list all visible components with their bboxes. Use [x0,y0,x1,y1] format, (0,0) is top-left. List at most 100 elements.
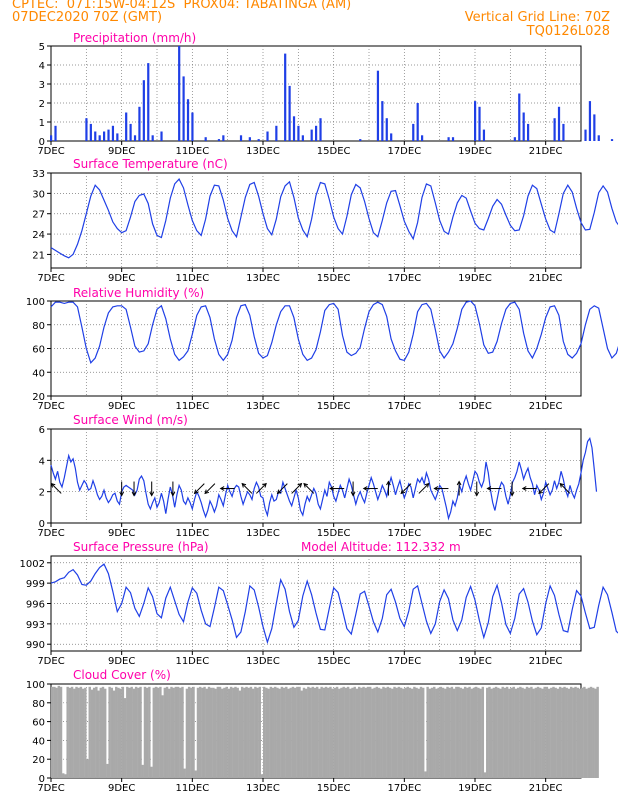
cloud-bar [430,687,434,778]
cloud-bar [510,687,513,778]
cloud-bar [596,686,599,778]
x-tick-label: 17DEC [387,783,421,794]
cloud-bar [455,686,458,778]
x-tick-label: 13DEC [246,401,280,412]
cloud-bar [335,686,339,778]
cloud-bar [309,687,312,778]
cloud-bar [183,768,186,778]
cloud-bar [79,686,83,778]
cloud-bar [289,687,292,778]
cloud-bar [192,686,195,778]
cloud-bar [364,687,367,778]
cloud-bar [223,687,226,778]
cloud-bar [86,759,89,778]
panel-frame [50,428,582,524]
cloud-bar [417,688,420,778]
cloud-bar [448,687,451,778]
wind-arrow-head [50,482,56,488]
cloud-bar [77,687,80,778]
precip-bar [562,123,565,141]
cloud-bar [333,687,337,778]
panel-title: Precipitation (mm/h) [73,31,196,45]
y-tick-label: 40 [32,368,45,379]
cloud-bar [410,688,414,778]
cloud-bar [68,687,72,778]
y-tick-label: 60 [32,345,45,356]
cloud-bar [472,687,476,778]
x-tick-label: 17DEC [387,656,421,667]
precip-bar [111,125,115,141]
wind-arrow [277,483,288,494]
cloud-bar [302,687,306,778]
cloud-bar [119,688,122,778]
series-line [50,178,618,259]
x-tick-label: 9DEC [108,401,135,412]
series-line [50,300,618,364]
cloud-bar [130,686,133,778]
x-tick-label: 21DEC [529,146,563,157]
cloud-bar [532,688,535,778]
precip-bar [527,123,530,141]
cloud-bar [399,687,403,778]
cloud-bar [541,688,544,778]
cloud-bar [463,686,467,778]
cloud-bar [70,686,74,778]
wind-arrow [418,483,430,494]
precip-bar [557,106,561,141]
x-tick-label: 15DEC [317,146,351,157]
cloud-bar [583,686,586,778]
x-tick-label: 13DEC [246,656,280,667]
cloud-bar [578,688,582,778]
precip-bar [319,118,322,141]
y-tick-label: 6 [39,425,45,436]
cloud-bar [486,687,489,778]
precip-bar [257,139,260,141]
y-tick-label: 33 [32,169,45,180]
cloud-bar [170,686,173,778]
precip-bar [147,63,150,141]
cloud-bar [132,688,136,778]
precip-bar [584,129,587,141]
x-tick-label: 7DEC [37,783,64,794]
cloud-bar [435,688,438,778]
wind-arrow [255,483,267,494]
precip-bar [376,70,380,141]
cloud-bar [304,688,308,778]
precip-bar [522,112,525,141]
cloud-bar [556,688,560,778]
wind-arrow [559,483,571,494]
cloud-bar [115,686,118,778]
cloud-bar [450,686,454,778]
cloud-bar [123,698,127,778]
cloud-bar [143,686,147,778]
cloud-bar [245,686,248,778]
cloud-bar [238,690,242,778]
cloud-bar [481,686,485,778]
panel-title: Surface Pressure (hPa) [73,540,209,554]
cloud-bar [446,686,449,778]
wind-arrow [194,483,205,494]
precip-bar [553,118,556,141]
cloud-bar [187,686,191,778]
cloud-bar [384,687,387,778]
cloud-bar [355,688,359,778]
wind-arrow [538,483,550,494]
cloud-bar [236,687,239,778]
cloud-bar [587,687,591,778]
precip-bar [178,46,181,141]
cloud-bar [344,687,348,778]
precip-bar [204,137,207,141]
cloud-bar [152,687,155,778]
precip-bar [474,101,477,141]
cloud-bar [572,687,575,778]
cloud-bar [406,686,409,778]
cloud-bar [157,687,160,778]
cloud-bar [497,687,500,778]
cloud-bar [293,687,297,778]
cloud-bar [174,686,178,778]
precip-bar [390,133,393,141]
cloud-bar [251,688,255,778]
cloud-bar [161,695,164,778]
cloud-bar [470,688,473,778]
cloud-bar [214,688,217,778]
